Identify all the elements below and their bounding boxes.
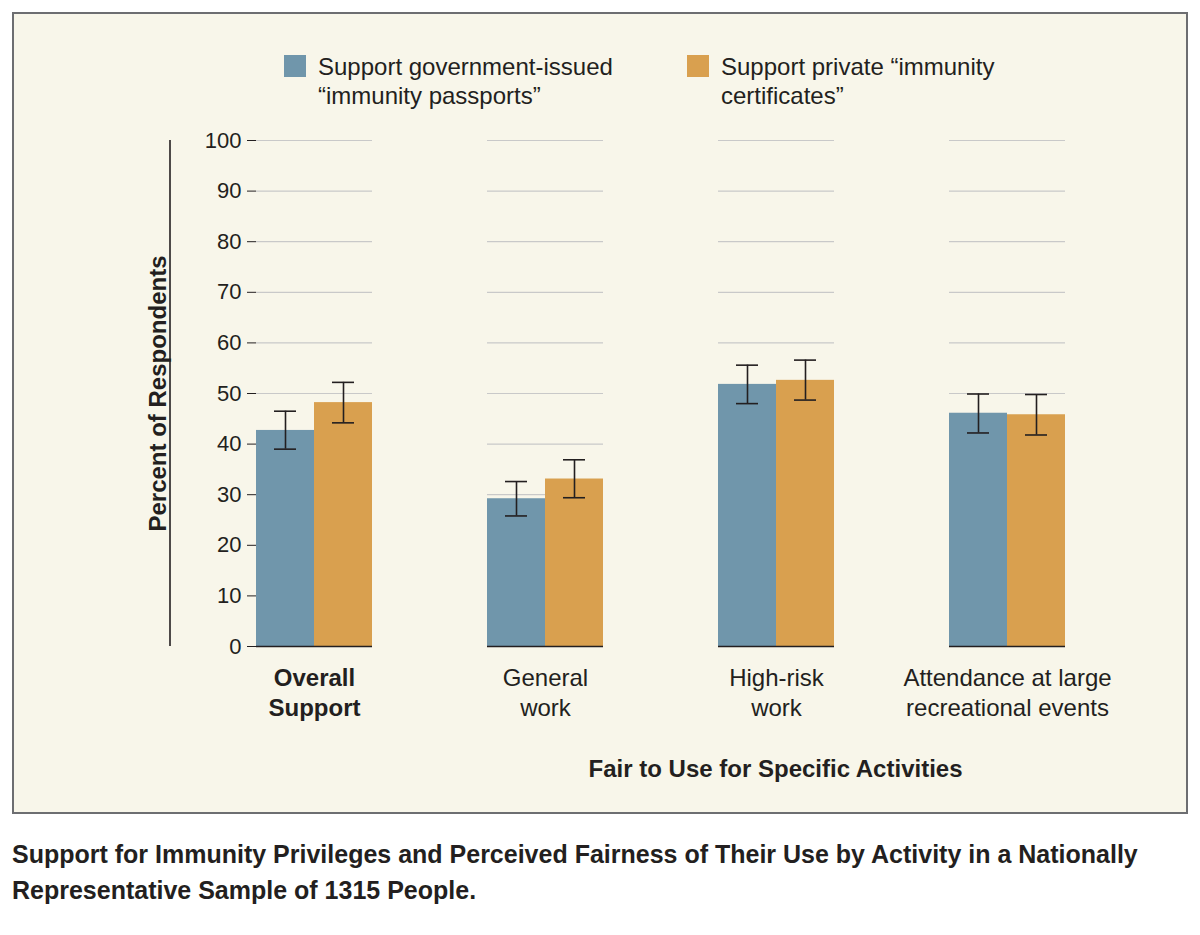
html-text:Support for Immunity Privilege: Support for Immunity Privileges and Perc… [12,840,1138,904]
svg-text:High-riskwork: High-riskwork [729,664,825,721]
svg-text:70: 70 [217,279,241,304]
svg-text:Attendance at largerecreationa: Attendance at largerecreational events [903,664,1111,721]
svg-text:80: 80 [217,229,241,254]
svg-text:Percent of Respondents: Percent of Respondents [144,255,171,531]
svg-text:Generalwork: Generalwork [503,664,588,721]
svg-text:90: 90 [217,178,241,203]
svg-text:20: 20 [217,532,241,557]
html-text:Support private “immunity cert: Support private “immunity certificates” [721,53,995,109]
svg-text:30: 30 [217,482,241,507]
svg-text:Fair to Use for Specific Activ: Fair to Use for Specific Activities [589,755,963,782]
svg-text:60: 60 [217,330,241,355]
svg-text:100: 100 [205,128,242,153]
svg-text:OverallSupport: OverallSupport [269,664,361,721]
svg-text:40: 40 [217,431,241,456]
svg-text:10: 10 [217,583,241,608]
svg-text:0: 0 [229,634,241,659]
svg-text:50: 50 [217,381,241,406]
html-text:Support government-issued “imm: Support government-issued “immunity pass… [318,53,613,109]
